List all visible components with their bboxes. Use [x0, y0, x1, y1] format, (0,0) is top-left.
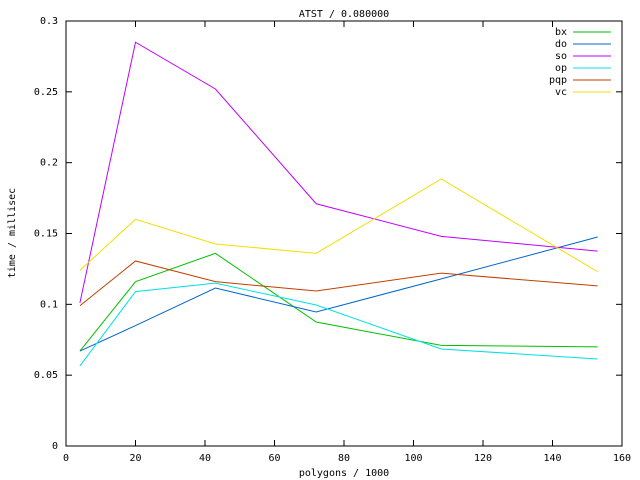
y-tick-label: 0.1: [40, 299, 58, 310]
series-line: [79, 252, 598, 352]
legend-label: do: [555, 39, 567, 50]
y-tick-label: 0.25: [34, 87, 58, 98]
x-tick-label: 20: [129, 453, 141, 464]
x-tick-label: 100: [404, 453, 422, 464]
x-tick-label: 120: [474, 453, 492, 464]
y-tick-label: 0: [52, 441, 58, 452]
series-line: [79, 282, 598, 367]
series-line: [79, 236, 598, 352]
x-tick-label: 0: [63, 453, 69, 464]
legend-label: bx: [555, 27, 567, 38]
legend-label: pqp: [549, 75, 567, 86]
x-tick-label: 160: [613, 453, 631, 464]
y-tick-label: 0.2: [40, 158, 58, 169]
legend-label: op: [555, 63, 567, 74]
y-tick-label: 0.05: [34, 370, 58, 381]
x-axis-label: polygons / 1000: [299, 468, 389, 479]
y-tick-label: 0.3: [40, 16, 58, 27]
chart-title: ATST / 0.080000: [299, 9, 389, 20]
y-axis-label: time / millisec: [7, 188, 18, 278]
plot-border: [65, 20, 623, 447]
x-tick-label: 60: [268, 453, 280, 464]
x-tick-label: 40: [199, 453, 211, 464]
y-tick-label: 0.15: [34, 229, 58, 240]
legend-label: vc: [555, 87, 567, 98]
series-line: [79, 41, 598, 304]
series-line: [79, 178, 598, 273]
x-tick-label: 80: [338, 453, 350, 464]
series-line: [79, 260, 598, 307]
x-tick-label: 140: [543, 453, 561, 464]
legend-label: so: [555, 51, 567, 62]
